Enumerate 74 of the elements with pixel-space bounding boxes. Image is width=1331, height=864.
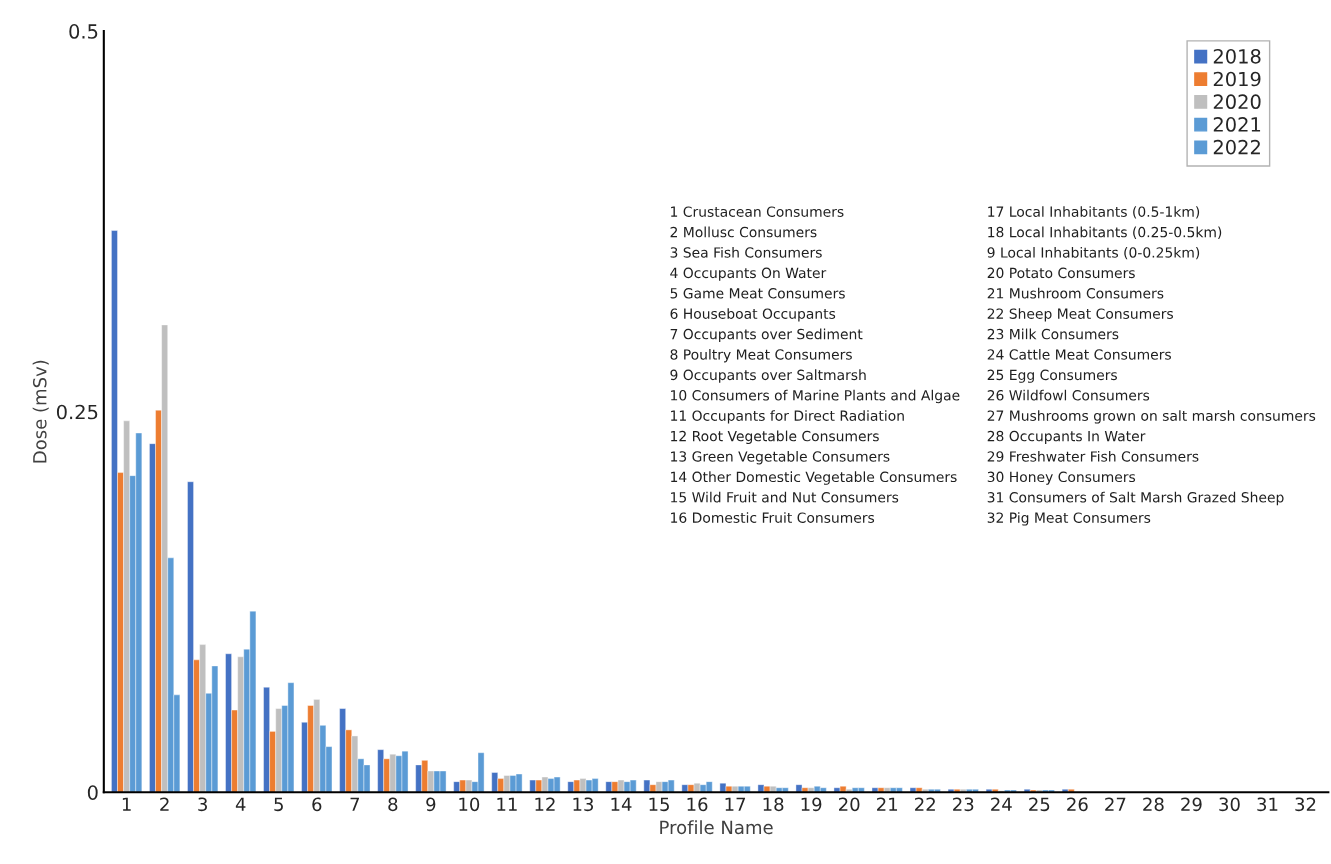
annotation: 27 Mushrooms grown on salt marsh consumers bbox=[987, 410, 1316, 424]
x-tick-label: 24 bbox=[991, 797, 1012, 811]
legend-label: 2019 bbox=[1213, 71, 1261, 87]
annotation: 6 Houseboat Occupants bbox=[670, 308, 836, 322]
x-axis-title: Profile Name bbox=[660, 820, 773, 835]
annotation: 1 Crustacean Consumers bbox=[671, 206, 844, 217]
x-tick-label: 6 bbox=[312, 797, 322, 812]
annotation: 13 Green Vegetable Consumers bbox=[671, 450, 890, 465]
x-tick-label: 22 bbox=[915, 797, 935, 811]
x-tick-label: 32 bbox=[1295, 797, 1316, 812]
x-tick-label: 13 bbox=[573, 797, 594, 812]
annotation: 14 Other Domestic Vegetable Consumers bbox=[671, 471, 957, 485]
annotation: 5 Game Meat Consumers bbox=[670, 288, 845, 299]
x-tick-label: 16 bbox=[687, 797, 708, 812]
annotation: 21 Mushroom Consumers bbox=[987, 287, 1164, 299]
x-tick-label: 15 bbox=[649, 797, 669, 812]
x-tick-label: 9 bbox=[426, 797, 436, 812]
x-tick-label: 1 bbox=[122, 797, 131, 811]
annotation: 7 Occupants over Sediment bbox=[670, 328, 863, 343]
legend-label: 2022 bbox=[1213, 139, 1260, 155]
x-tick-label: 21 bbox=[877, 797, 898, 811]
x-tick-label: 14 bbox=[611, 797, 632, 811]
annotation: 11 Occupants for Direct Radiation bbox=[671, 410, 904, 424]
x-tick-label: 29 bbox=[1181, 797, 1202, 812]
annotation: 25 Egg Consumers bbox=[987, 369, 1117, 383]
y-axis-title: Dose (mSv) bbox=[32, 360, 49, 463]
annotation: 9 Local Inhabitants (0-0.25km) bbox=[987, 246, 1200, 260]
annotation: 9 Occupants over Saltmarsh bbox=[670, 369, 866, 383]
x-tick-label: 19 bbox=[801, 797, 822, 812]
x-tick-label: 5 bbox=[274, 797, 283, 812]
y-tick-label: 0 bbox=[87, 785, 98, 800]
legend-label: 2020 bbox=[1213, 94, 1261, 110]
x-tick-label: 12 bbox=[535, 797, 555, 811]
x-tick-label: 23 bbox=[953, 797, 974, 812]
annotation: 31 Consumers of Salt Marsh Grazed Sheep bbox=[987, 491, 1284, 506]
x-tick-label: 17 bbox=[725, 797, 746, 811]
x-tick-label: 20 bbox=[839, 797, 860, 812]
x-tick-label: 30 bbox=[1219, 797, 1240, 812]
annotation: 12 Root Vegetable Consumers bbox=[671, 430, 879, 445]
annotation: 4 Occupants On Water bbox=[670, 267, 827, 281]
x-tick-label: 10 bbox=[459, 797, 480, 812]
annotation: 15 Wild Fruit and Nut Consumers bbox=[671, 491, 899, 503]
annotation: 32 Pig Meat Consumers bbox=[987, 512, 1151, 526]
annotation: 8 Poultry Meat Consumers bbox=[670, 348, 852, 363]
annotation: 22 Sheep Meat Consumers bbox=[987, 308, 1173, 322]
y-tick-label: 0.5 bbox=[69, 24, 98, 39]
annotation: 3 Sea Fish Consumers bbox=[670, 246, 822, 258]
annotation: 28 Occupants In Water bbox=[987, 430, 1146, 445]
legend-label: 2021 bbox=[1213, 117, 1261, 132]
legend-label: 2018 bbox=[1213, 48, 1261, 64]
annotation: 30 Honey Consumers bbox=[987, 471, 1136, 485]
x-tick-label: 28 bbox=[1143, 797, 1164, 812]
annotation: 16 Domestic Fruit Consumers bbox=[671, 512, 875, 523]
x-tick-label: 3 bbox=[198, 797, 207, 812]
annotation: 20 Potato Consumers bbox=[987, 267, 1135, 279]
x-tick-label: 18 bbox=[763, 797, 784, 812]
x-tick-label: 27 bbox=[1105, 797, 1126, 811]
y-tick-label: 0.25 bbox=[56, 404, 98, 420]
annotation: 10 Consumers of Marine Plants and Algae bbox=[671, 389, 960, 404]
annotation: 29 Freshwater Fish Consumers bbox=[987, 450, 1199, 462]
x-tick-label: 2 bbox=[160, 797, 169, 811]
x-tick-label: 31 bbox=[1257, 797, 1278, 812]
x-tick-label: 11 bbox=[497, 797, 517, 811]
annotation: 2 Mollusc Consumers bbox=[670, 226, 817, 238]
x-tick-label: 25 bbox=[1029, 797, 1050, 812]
annotation: 17 Local Inhabitants (0.5-1km) bbox=[988, 206, 1200, 219]
x-tick-label: 4 bbox=[235, 797, 246, 811]
annotation: 26 Wildfowl Consumers bbox=[987, 389, 1150, 401]
x-tick-label: 7 bbox=[350, 797, 360, 811]
x-tick-label: 26 bbox=[1067, 797, 1088, 812]
annotation: 24 Cattle Meat Consumers bbox=[987, 348, 1171, 360]
x-tick-label: 8 bbox=[388, 797, 398, 812]
annotation: 23 Milk Consumers bbox=[987, 328, 1119, 340]
annotation: 18 Local Inhabitants (0.25-0.5km) bbox=[988, 226, 1222, 239]
